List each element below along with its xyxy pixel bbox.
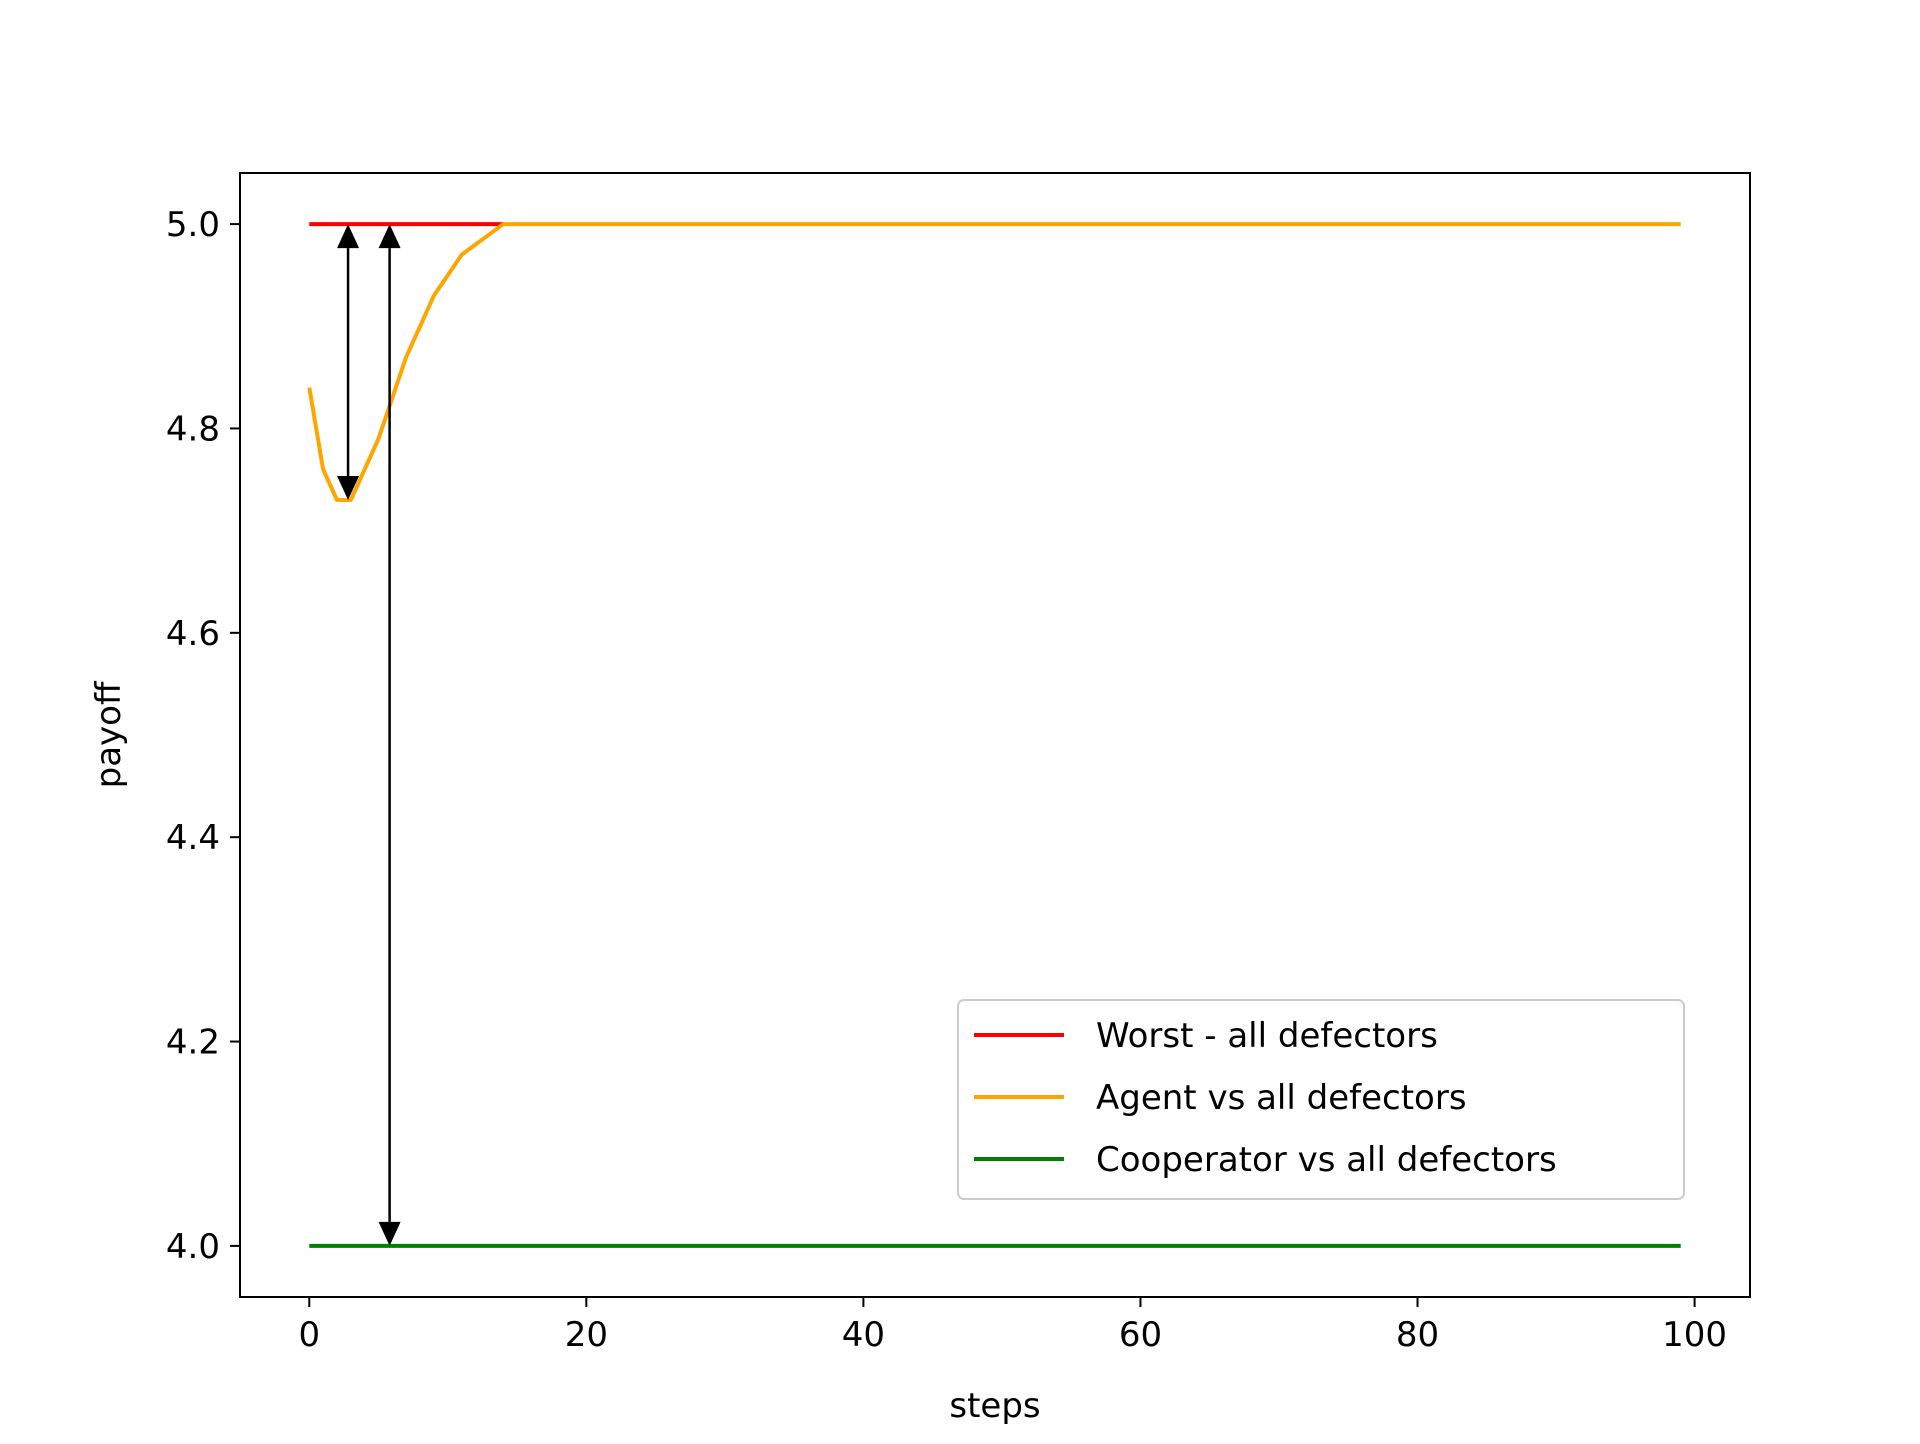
- series-line-1: [307, 222, 1681, 502]
- x-axis-ticks: 0 20 40 60 80 100: [298, 1297, 1727, 1355]
- plot-frame: [239, 172, 1751, 1298]
- y-tick-label: 4.2: [166, 1023, 220, 1063]
- arrow-head-top-0: [337, 224, 360, 249]
- arrow-head-bottom-0: [337, 475, 360, 500]
- x-axis-label: steps: [949, 1386, 1040, 1426]
- y-axis-ticks: 4.0 4.2 4.4 4.6 4.8 5.0: [166, 205, 240, 1267]
- legend-label: Worst - all defectors: [1096, 1016, 1438, 1056]
- y-tick-label: 4.4: [166, 818, 220, 858]
- x-tick-label: 40: [842, 1315, 885, 1355]
- x-tick-label: 80: [1396, 1315, 1439, 1355]
- x-tick-label: 100: [1662, 1315, 1727, 1355]
- arrow-head-top-1: [378, 224, 401, 249]
- annotation-arrows: [337, 224, 401, 1246]
- legend: Worst - all defectors Agent vs all defect…: [957, 999, 1685, 1200]
- y-tick-label: 4.8: [166, 409, 220, 449]
- y-tick-label: 4.0: [166, 1227, 220, 1267]
- x-tick-label: 20: [565, 1315, 608, 1355]
- y-tick-label: 5.0: [166, 205, 220, 245]
- series-lines: [307, 222, 1681, 1248]
- y-axis-label: payoff: [89, 680, 129, 788]
- y-tick-label: 4.6: [166, 614, 220, 654]
- arrow-head-bottom-1: [378, 1221, 401, 1246]
- legend-box: [957, 999, 1685, 1200]
- x-tick-label: 0: [298, 1315, 320, 1355]
- legend-label: Cooperator vs all defectors: [1096, 1140, 1557, 1180]
- x-tick-label: 60: [1119, 1315, 1162, 1355]
- legend-label: Agent vs all defectors: [1096, 1078, 1467, 1118]
